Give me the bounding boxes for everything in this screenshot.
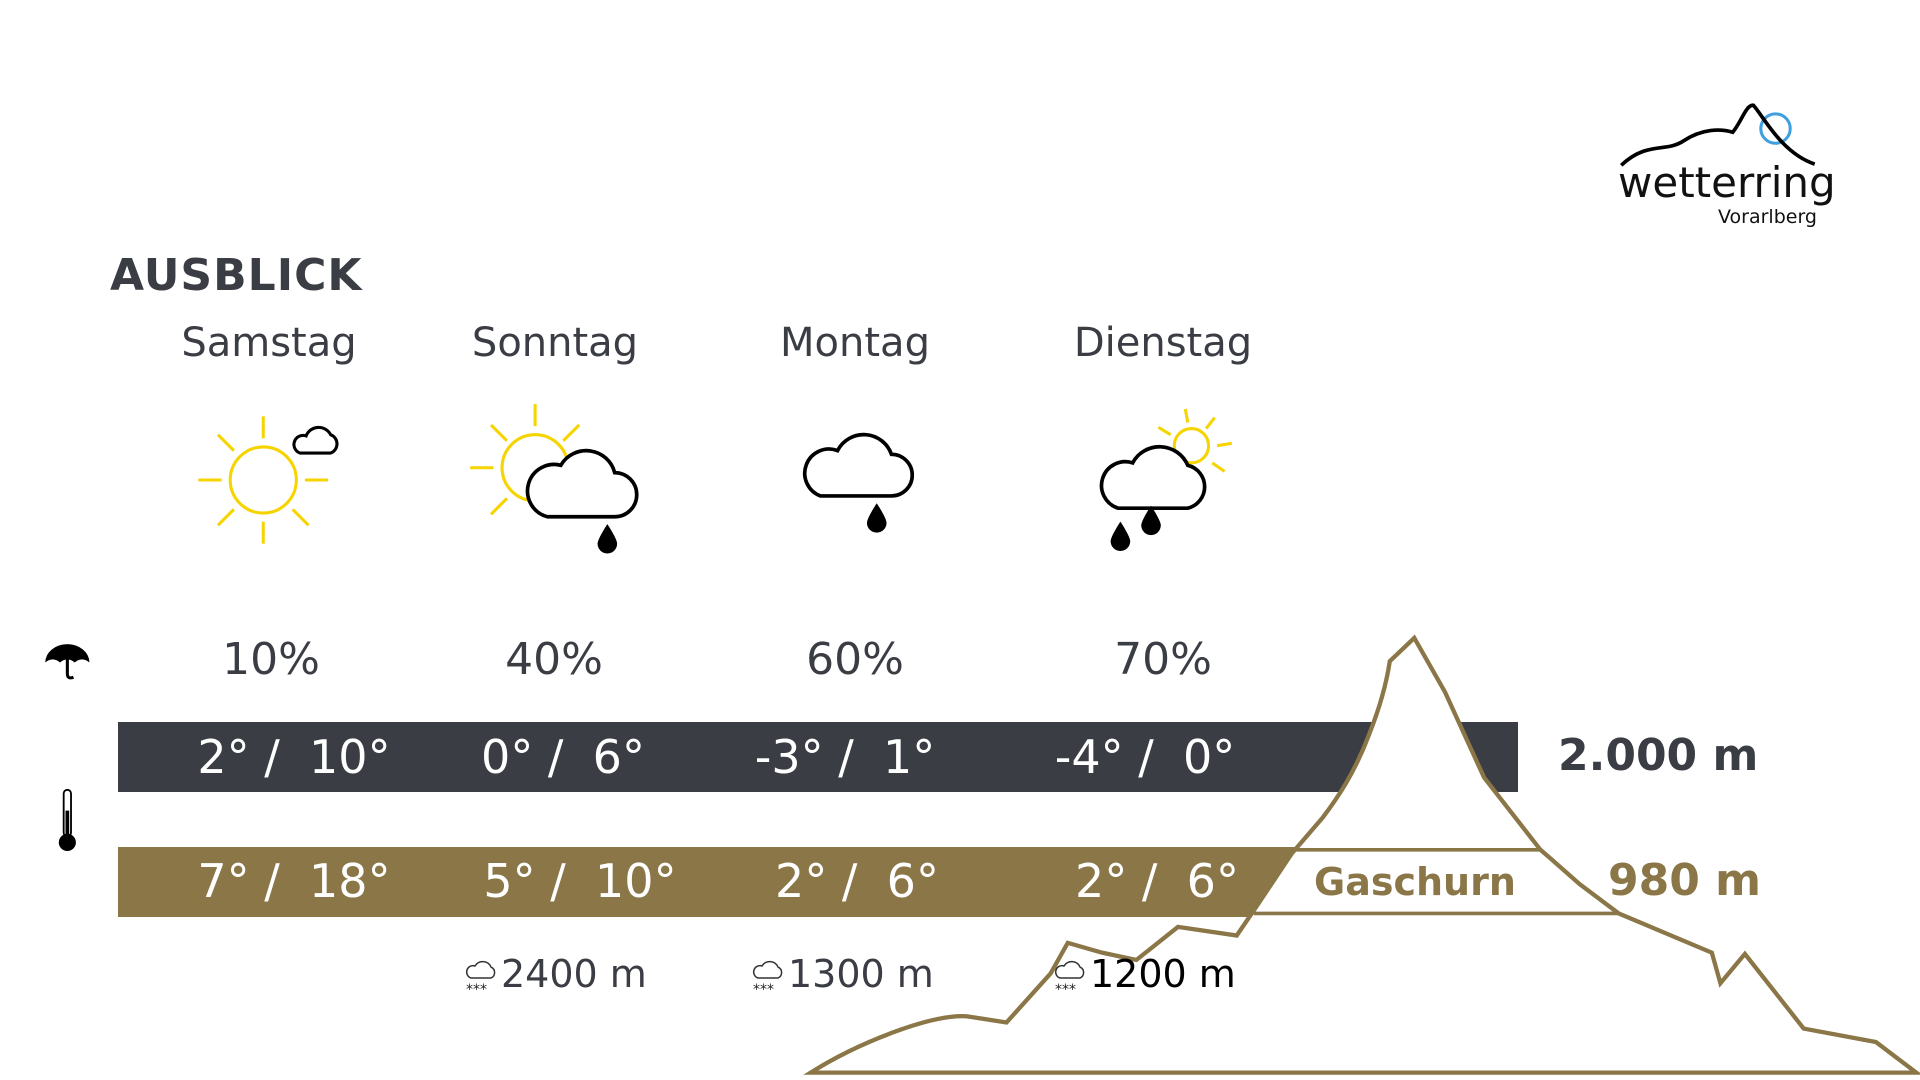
cloud-heavy-rain-sun-icon	[1099, 408, 1233, 552]
snowline-value: 1200 m	[1090, 952, 1236, 996]
mountain-illustration	[803, 634, 1920, 1075]
temp-2000m: 2° / 10°	[197, 730, 391, 784]
temp-2000m: -3° / 1°	[754, 730, 936, 784]
precip-probability: 40%	[505, 634, 603, 685]
temp-2000m: 0° / 6°	[481, 730, 645, 784]
thermometer-icon	[58, 788, 76, 852]
temp-bar-2000m	[118, 722, 1518, 792]
altitude-low: 980 m	[1608, 855, 1762, 906]
day-name: Montag	[780, 320, 930, 366]
svg-text:***: ***	[1055, 982, 1076, 996]
snowline: *** 1300 m	[752, 952, 934, 996]
temp-valley: 2° / 6°	[1075, 854, 1239, 908]
temp-valley: 2° / 6°	[775, 854, 939, 908]
sun-cloud-rain-icon	[470, 404, 639, 554]
temp-2000m: -4° / 0°	[1054, 730, 1236, 784]
temp-valley: 7° / 18°	[197, 854, 391, 908]
day-name: Sonntag	[471, 320, 639, 366]
precip-probability: 10%	[222, 634, 320, 685]
precip-probability: 60%	[806, 634, 904, 685]
altitude-high: 2.000 m	[1558, 730, 1759, 781]
page-title: AUSBLICK	[110, 250, 363, 301]
snow-cloud-icon: ***	[465, 960, 496, 996]
logo-wordmark: wetterring	[1618, 158, 1836, 207]
location-label: Gaschurn	[1314, 860, 1516, 904]
snow-cloud-icon: ***	[752, 960, 783, 996]
umbrella-icon	[45, 644, 90, 680]
day-name: Dienstag	[1073, 320, 1253, 366]
logo-mark	[1619, 103, 1816, 167]
cloud-rain-icon	[802, 432, 915, 533]
precip-probability: 70%	[1114, 634, 1212, 685]
logo-region: Vorarlberg	[1718, 206, 1817, 228]
day-name: Samstag	[181, 320, 357, 366]
temp-valley: 5° / 10°	[483, 854, 677, 908]
snowline-value: 1300 m	[788, 952, 934, 996]
snow-cloud-icon: ***	[1054, 960, 1085, 996]
svg-text:***: ***	[753, 982, 774, 996]
snowline-value: 2400 m	[501, 952, 647, 996]
sun-small-cloud-icon	[198, 416, 339, 544]
svg-text:***: ***	[466, 982, 487, 996]
snowline: *** 2400 m	[465, 952, 647, 996]
snowline: *** 1200 m	[1054, 952, 1236, 996]
